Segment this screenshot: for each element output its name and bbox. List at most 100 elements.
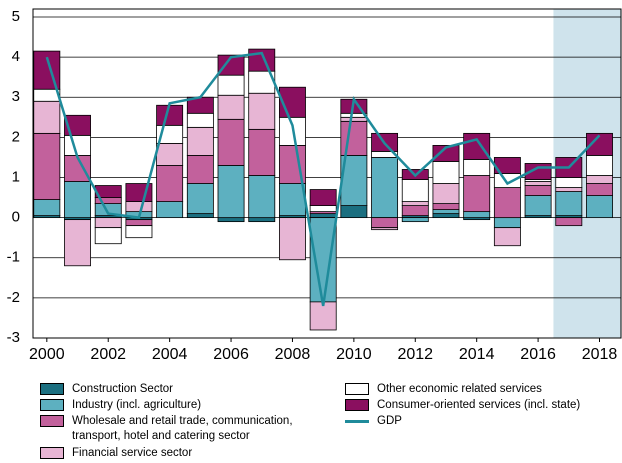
- x-tick-label: 2014: [459, 346, 495, 363]
- legend-swatch: [40, 447, 64, 459]
- legend-swatch: [40, 383, 64, 395]
- bar-segment: [555, 177, 583, 188]
- y-tick-label: -1: [7, 249, 20, 266]
- bar-segment: [309, 217, 337, 303]
- bar-segment: [94, 217, 122, 229]
- y-tick-label: -3: [7, 329, 20, 346]
- legend-item: Consumer-oriented services (incl. state): [345, 398, 580, 413]
- bar-segment: [432, 213, 460, 219]
- bar-segment: [156, 165, 184, 202]
- bar-segment: [463, 175, 491, 213]
- bar-segment: [279, 183, 306, 217]
- bar-segment: [432, 161, 460, 184]
- legend-item: Wholesale and retail trade, communicatio…: [40, 414, 327, 444]
- bar-segment: [401, 205, 429, 217]
- y-tick-label: -2: [7, 289, 20, 306]
- bar-segment: [186, 155, 214, 184]
- bar-segment: [186, 183, 214, 215]
- bar-segment: [125, 225, 153, 239]
- bar-segment: [217, 54, 245, 76]
- x-tick-label: 2010: [336, 346, 372, 363]
- bar-segment: [524, 195, 552, 217]
- legend-item: Other economic related services: [345, 382, 542, 397]
- bar-segment: [524, 185, 552, 196]
- y-tick-label: 0: [12, 209, 20, 226]
- bar-segment: [371, 217, 399, 229]
- bar-segment: [555, 191, 583, 217]
- x-tick-label: 2004: [152, 346, 188, 363]
- bar-segment: [340, 116, 368, 122]
- bar-segment: [64, 134, 91, 156]
- legend-swatch: [40, 415, 64, 427]
- bar-segment: [217, 165, 245, 219]
- bar-segment: [586, 175, 613, 184]
- x-tick-label: 2002: [90, 346, 126, 363]
- bar-segment: [340, 120, 368, 156]
- y-tick-label: 1: [12, 168, 20, 185]
- y-tick-label: 2: [12, 128, 20, 145]
- y-tick-label: 4: [12, 48, 20, 65]
- x-tick-label: 2008: [275, 346, 311, 363]
- bar-segment: [371, 157, 399, 219]
- legend-swatch: [40, 399, 64, 411]
- bar-segment: [586, 195, 613, 219]
- bar-segment: [432, 183, 460, 204]
- legend-item: Construction Sector: [40, 382, 173, 397]
- bar-segment: [64, 114, 91, 136]
- legend-swatch: [345, 383, 369, 395]
- y-tick-label: 3: [12, 88, 20, 105]
- bar-segment: [586, 183, 613, 196]
- bar-segment: [248, 217, 276, 223]
- y-tick-label: 5: [12, 8, 20, 25]
- bar-segment: [432, 144, 460, 162]
- bar-segment: [309, 189, 337, 206]
- bar-segment: [217, 118, 245, 166]
- legend-swatch: [345, 420, 369, 423]
- x-tick-label: 2006: [213, 346, 249, 363]
- x-tick-label: 2000: [29, 346, 65, 363]
- bar-segment: [401, 179, 429, 202]
- bar-segment: [586, 132, 613, 156]
- legend-label: Other economic related services: [377, 383, 542, 395]
- x-tick-label: 2016: [520, 346, 556, 363]
- bar-segment: [156, 201, 184, 219]
- bar-segment: [186, 126, 214, 156]
- bar-segment: [493, 187, 521, 219]
- gdp-line: [45, 51, 601, 307]
- chart: -3 -2 -1 0 1 2 3 4 5 2000 2002 2004 2006 2008 2010 2012…: [7, 8, 622, 363]
- bar-segment: [463, 132, 491, 160]
- x-tick-label: 2012: [397, 346, 433, 363]
- bar-segment: [524, 181, 552, 186]
- bar-segment: [371, 227, 399, 231]
- bar-segment: [33, 132, 61, 200]
- bar-segment: [156, 142, 184, 166]
- legend-label: Consumer-oriented services (incl. state): [377, 399, 581, 411]
- bar-segment: [340, 205, 368, 219]
- bar-segment: [186, 112, 214, 128]
- bar-segment: [493, 173, 521, 188]
- bar-segment: [463, 211, 491, 219]
- bar-segment: [309, 205, 337, 213]
- bar-segment: [401, 217, 429, 223]
- legend-swatch: [345, 399, 369, 411]
- legend: Construction Sector Industry (incl. agric…: [0, 380, 622, 463]
- bar-segment: [248, 128, 276, 176]
- legend-label: Financial service sector: [72, 447, 193, 459]
- bar-segment: [33, 100, 61, 134]
- bar-segment: [33, 199, 61, 217]
- bar-segment: [493, 227, 521, 247]
- bar-segment: [94, 227, 122, 245]
- bar-segment: [309, 301, 337, 331]
- bar-segment: [309, 213, 337, 219]
- bar-segment: [463, 159, 491, 176]
- bar-segment: [279, 217, 306, 261]
- plot-frame: [32, 8, 622, 339]
- bar-segment: [156, 104, 184, 126]
- legend-item: Industry (incl. agriculture): [40, 398, 201, 413]
- bar-segment: [493, 217, 521, 229]
- legend-label: Industry (incl. agriculture): [72, 399, 202, 411]
- bar-segment: [248, 175, 276, 219]
- legend-item: GDP: [345, 414, 402, 429]
- bar-segment: [186, 213, 214, 219]
